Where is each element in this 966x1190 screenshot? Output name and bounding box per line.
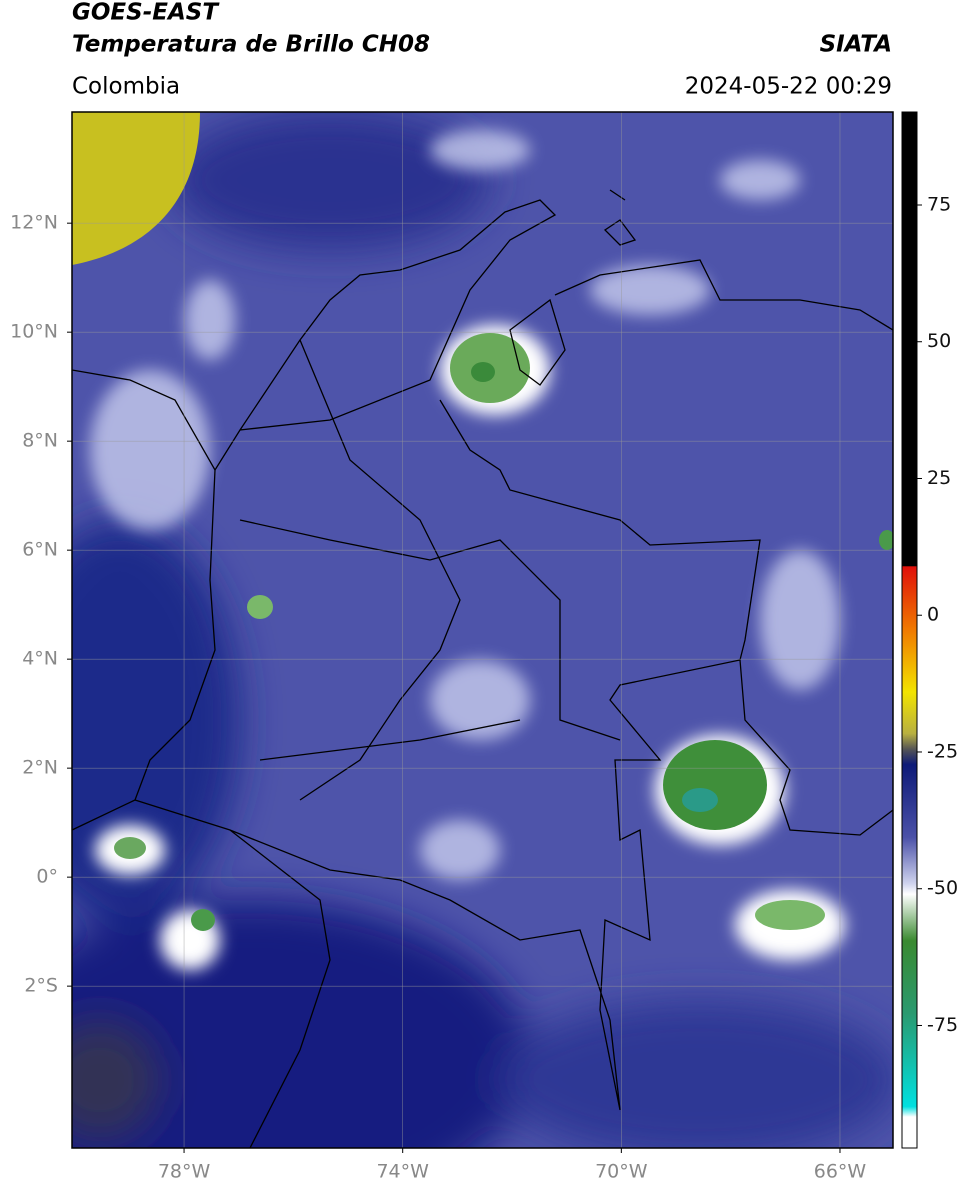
colorbar <box>901 111 918 1149</box>
lat-tick-label: 12°N <box>10 212 58 234</box>
lat-tick-label: 10°N <box>10 321 58 343</box>
colorbar-tick-label: -25 <box>927 740 958 762</box>
colorbar-tick-label: -50 <box>927 877 958 899</box>
colorbar-tick-label: 0 <box>927 604 939 626</box>
colorbar-tick-label: 25 <box>927 467 951 489</box>
title: Temperatura de Brillo CH08 <box>72 32 430 58</box>
lon-tick-label: 70°W <box>595 1161 648 1183</box>
lon-tick-label: 66°W <box>814 1161 867 1183</box>
lat-tick-label: 2°S <box>24 975 58 997</box>
colorbar-tick-label: 50 <box>927 330 951 352</box>
timestamp: 2024-05-22 00:29 <box>685 74 892 100</box>
lat-tick-label: 6°N <box>22 539 58 561</box>
lat-tick-label: 8°N <box>22 430 58 452</box>
satellite-image <box>72 112 893 1148</box>
colorbar-tick-label: -75 <box>927 1014 958 1036</box>
map-frame <box>71 111 894 1149</box>
borders <box>72 189 893 1148</box>
lat-tick-label: 2°N <box>22 757 58 779</box>
colorbar-tick-label: 75 <box>927 193 951 215</box>
source: SIATA <box>820 32 892 58</box>
lon-tick-label: 78°W <box>158 1161 211 1183</box>
lat-tick-label: 0° <box>36 866 58 888</box>
lat-tick-label: 4°N <box>22 648 58 670</box>
title: GOES-EAST <box>72 0 220 26</box>
region: Colombia <box>72 74 180 100</box>
lon-tick-label: 74°W <box>376 1161 429 1183</box>
